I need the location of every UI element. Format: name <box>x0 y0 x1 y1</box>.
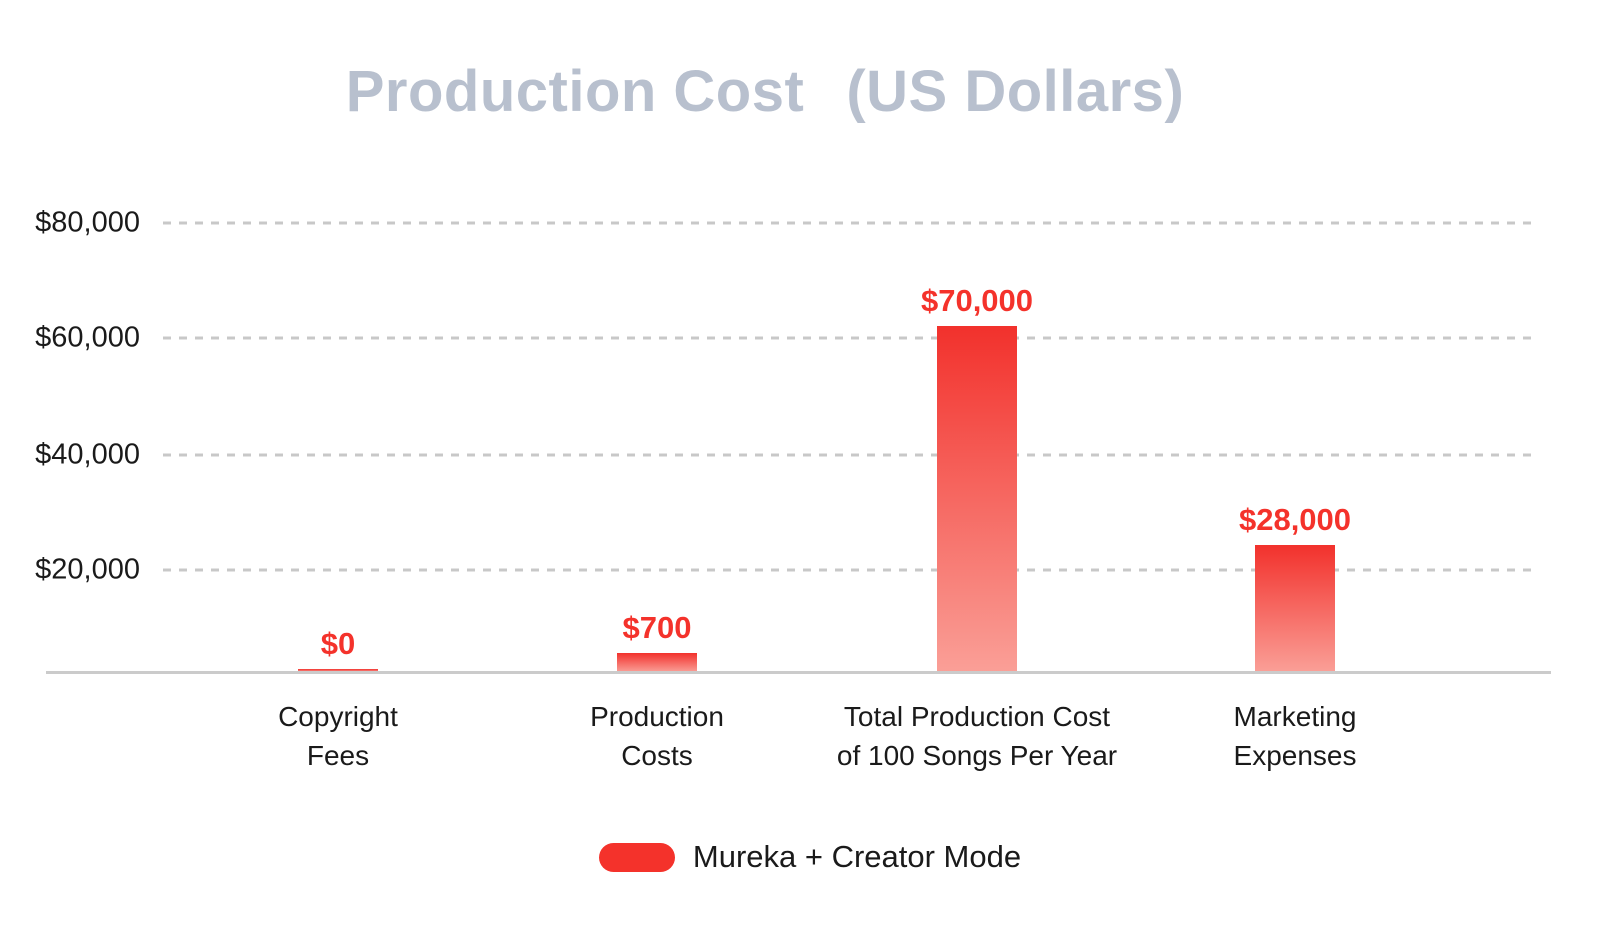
chart-title: Production Cost (US Dollars) <box>0 58 1530 125</box>
chart-title-unit: (US Dollars) <box>846 59 1185 124</box>
legend-label: Mureka + Creator Mode <box>692 839 1022 874</box>
x-axis-category-label: Marketing Expenses <box>1234 697 1357 775</box>
gridline <box>163 568 1532 572</box>
x-axis-category-label-line: Fees <box>306 740 370 771</box>
legend: Mureka + Creator Mode <box>0 839 1620 875</box>
x-axis-category-label: Total Production Cost of 100 Songs Per Ye… <box>837 697 1117 775</box>
bar-value-label: $0 <box>320 626 356 662</box>
bar <box>1255 545 1335 672</box>
legend-swatch-icon <box>598 842 675 872</box>
x-axis-category-label-line: Costs <box>621 740 693 771</box>
x-axis-category-label-line: Production <box>590 701 724 732</box>
gridline <box>163 453 1532 457</box>
chart-title-main: Production Cost <box>345 59 805 124</box>
gridline <box>163 221 1532 225</box>
bar <box>617 653 697 672</box>
y-axis-tick-label: $60,000 <box>35 321 140 354</box>
bar-value-label: $700 <box>622 610 692 646</box>
x-axis-category-label-line: of 100 Songs Per Year <box>836 740 1118 771</box>
bar-value-label: $70,000 <box>920 283 1034 319</box>
y-axis-tick-label: $20,000 <box>35 553 140 586</box>
x-axis-category-label-line: Expenses <box>1233 740 1357 771</box>
bar <box>298 669 378 672</box>
bar <box>937 326 1017 672</box>
x-axis-category-label: Production Costs <box>590 697 724 775</box>
x-axis-category-label-line: Copyright <box>278 701 398 732</box>
bar-value-label: $28,000 <box>1238 502 1352 538</box>
x-axis-category-label: Copyright Fees <box>278 697 398 775</box>
x-axis-category-label-line: Marketing <box>1233 701 1357 732</box>
x-axis-category-label-line: Total Production Cost <box>843 701 1111 732</box>
x-axis-line <box>46 671 1551 674</box>
y-axis-tick-label: $40,000 <box>35 438 140 471</box>
gridline <box>163 336 1532 340</box>
y-axis-tick-label: $80,000 <box>35 206 140 239</box>
